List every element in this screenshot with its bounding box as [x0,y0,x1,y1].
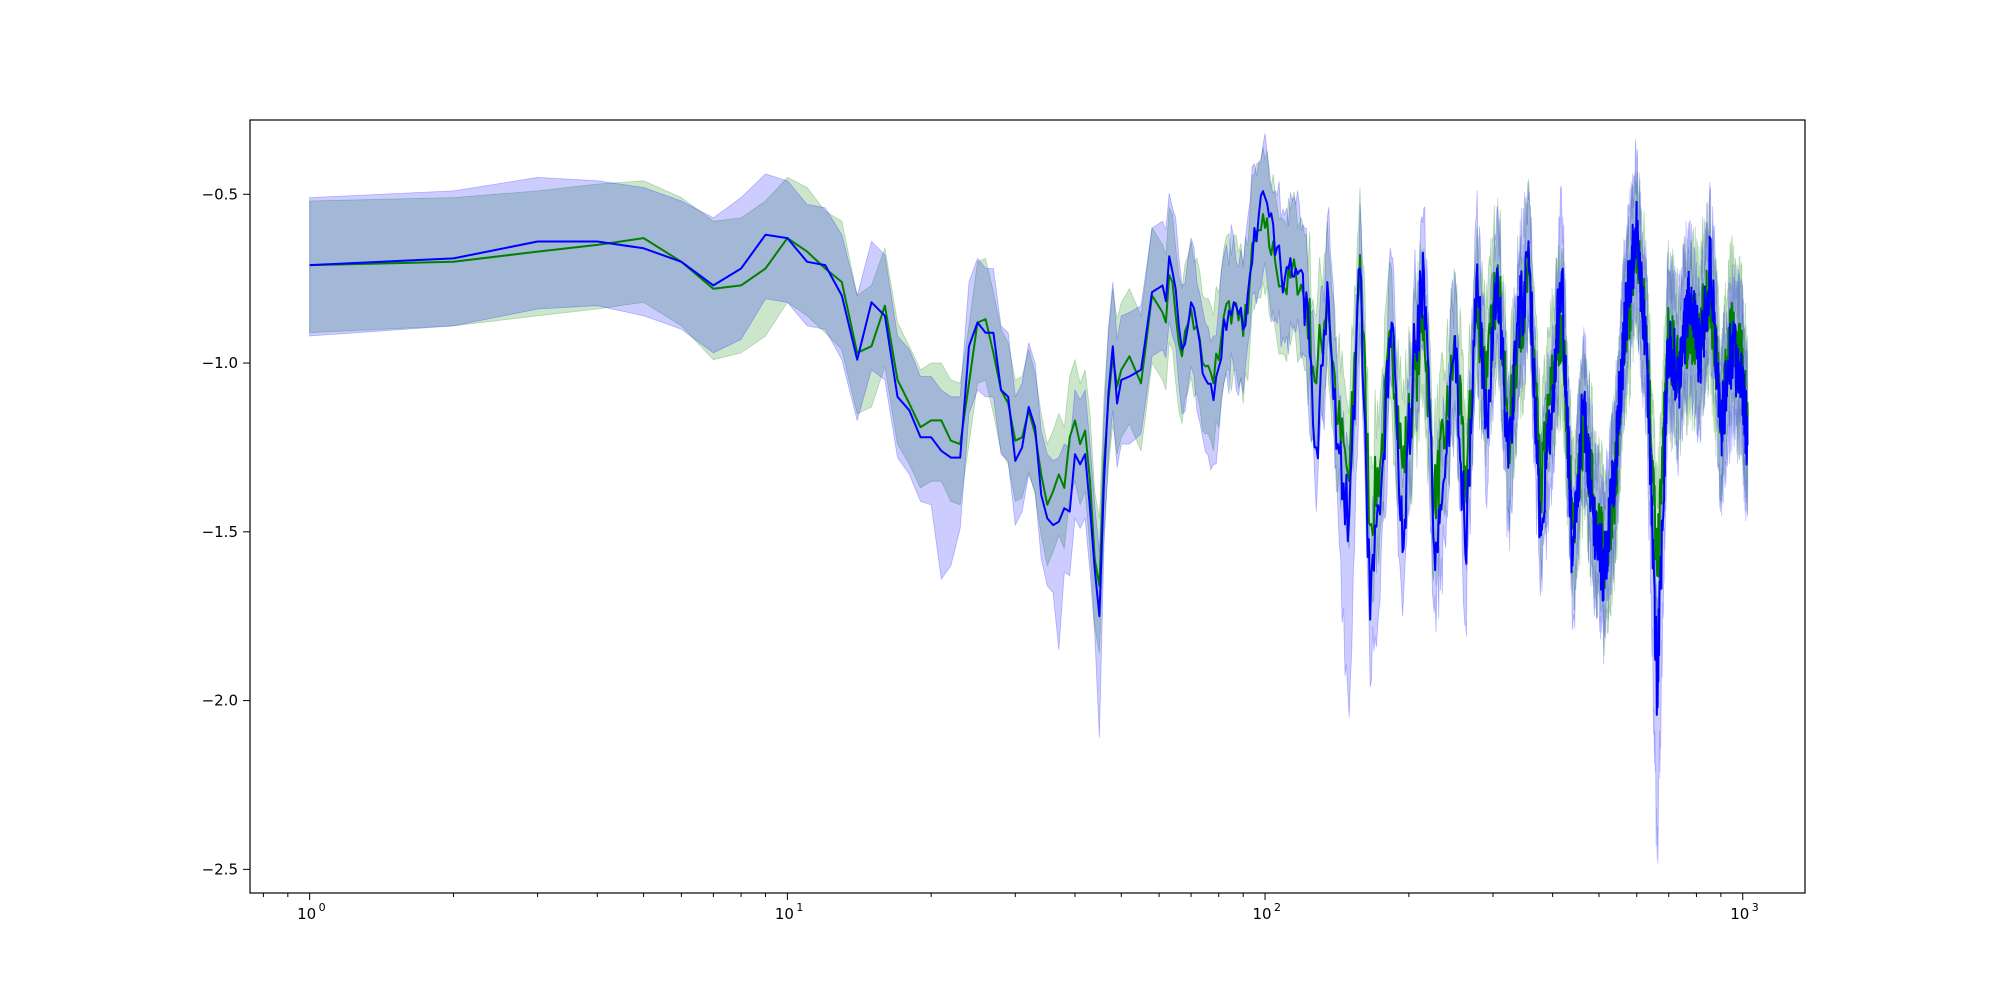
x-tick-label-0: 10 [297,905,316,923]
y-axis: −0.5 −1.0 −1.5 −2.0 −2.5 [202,185,250,878]
y-tick-label-1: −1.0 [202,354,238,372]
plot-area [309,133,1749,864]
axes-frame [249,119,1806,894]
y-tick-label-3: −2.0 [202,692,238,710]
x-tick-exponent-1: 1 [796,901,803,914]
y-tick-label-0: −0.5 [202,185,238,203]
x-tick-exponent-0: 0 [319,901,326,914]
series-2-confidence-band [309,133,1749,864]
series-2-line [309,190,1749,716]
series-1-confidence-band [309,146,1749,656]
y-tick-label-2: −1.5 [202,523,238,541]
x-axis: 10 0 10 1 10 2 10 3 [262,893,1759,923]
x-tick-exponent-2: 2 [1274,901,1281,914]
x-tick-label-2: 10 [1253,905,1272,923]
x-tick-exponent-3: 3 [1752,901,1759,914]
y-tick-label-4: −2.5 [202,860,238,878]
x-tick-label-1: 10 [775,905,794,923]
x-tick-label-3: 10 [1730,905,1749,923]
